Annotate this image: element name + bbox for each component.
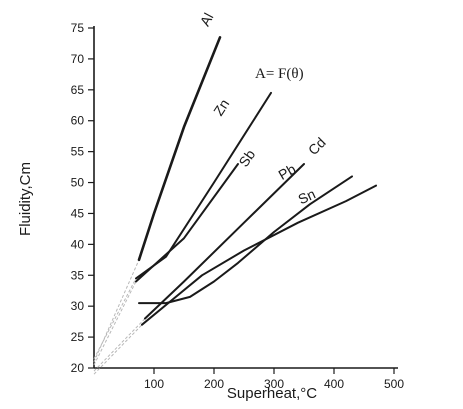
y-tick-label: 75 — [71, 21, 85, 35]
series-line-al — [137, 35, 222, 262]
extrapolation-line-sn — [93, 324, 143, 375]
x-tick-label: 200 — [204, 377, 224, 391]
extrapolation-line-sb — [93, 281, 137, 366]
y-tick-label: 65 — [71, 83, 85, 97]
y-tick-label: 35 — [71, 268, 85, 282]
series-label-sb: Sb — [235, 146, 258, 169]
y-tick-label: 50 — [71, 176, 85, 190]
series-line-zn — [135, 91, 272, 280]
plot-frame — [93, 26, 398, 369]
series-label-pb: Pb — [276, 160, 299, 183]
formula-annotation: A= F(θ) — [255, 66, 304, 82]
series-line-pb — [138, 175, 353, 305]
series-label-al: Al — [197, 10, 217, 29]
series-line-cd — [144, 163, 305, 320]
series-labels: Al Zn Sb Cd Pb Sn — [197, 10, 329, 207]
series-line-sb — [135, 163, 239, 283]
x-tick-label: 400 — [324, 377, 344, 391]
y-tick-label: 30 — [71, 299, 85, 313]
x-tick-label: 300 — [264, 377, 284, 391]
y-tick-label: 45 — [71, 206, 85, 220]
y-tick-label: 60 — [71, 114, 85, 128]
y-tick-label: 20 — [71, 361, 85, 375]
y-tick-label: 55 — [71, 145, 85, 159]
extrapolation-line-al — [93, 259, 140, 363]
y-tick-label: 25 — [71, 330, 85, 344]
x-axis-title: Superheat,°C — [227, 385, 317, 402]
series-label-sn: Sn — [296, 186, 318, 208]
y-axis-title: Fluidity,Cm — [17, 162, 34, 236]
series-label-cd: Cd — [305, 134, 329, 158]
y-tick-label: 70 — [71, 52, 85, 66]
series-line-sn — [141, 184, 377, 326]
series-lines — [135, 35, 377, 326]
extrapolation-lines — [93, 259, 146, 375]
axis-ticks: 20 25 30 35 40 45 50 55 60 65 70 75 100 200 300 400 500 — [71, 21, 405, 391]
extrapolation-line-cd — [93, 318, 146, 372]
series-label-zn: Zn — [210, 96, 232, 118]
x-tick-label: 100 — [144, 377, 164, 391]
y-tick-label: 40 — [71, 237, 85, 251]
extrapolation-line-zn — [93, 278, 137, 359]
x-tick-label: 500 — [384, 377, 404, 391]
